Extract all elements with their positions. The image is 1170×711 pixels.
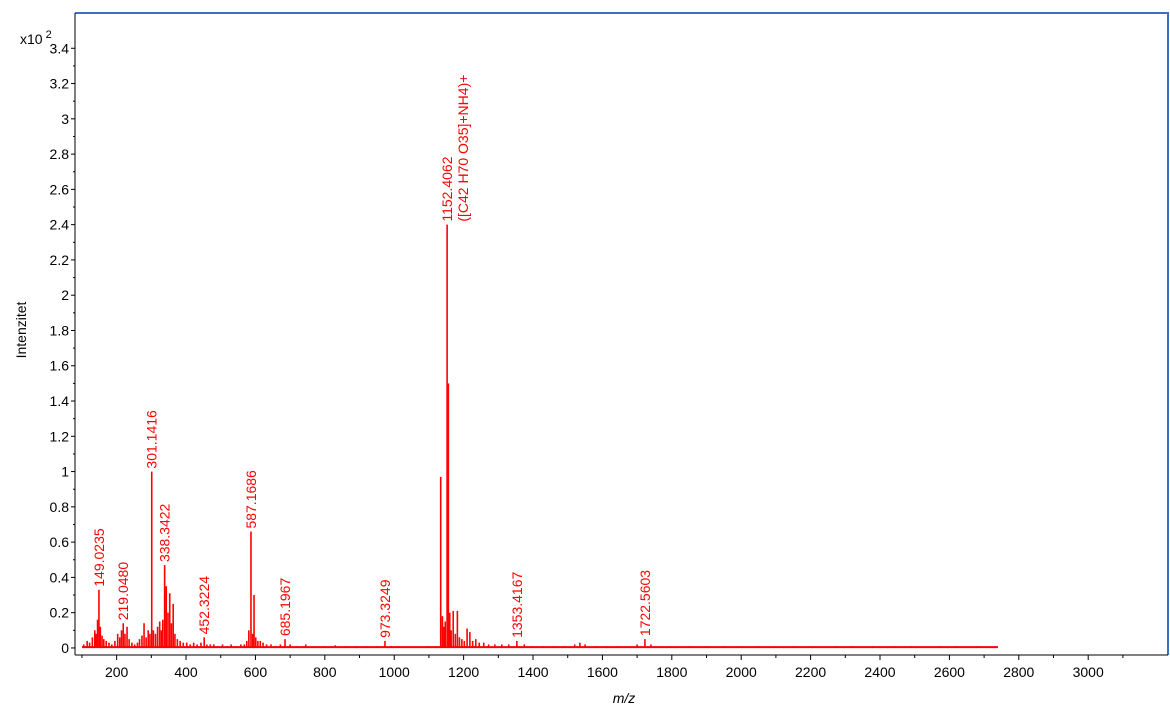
y-tick-label: 0.6 [50, 534, 70, 550]
peak-label: 1722.5603 [637, 570, 653, 636]
y-tick-label: 2.2 [50, 252, 70, 268]
y-tick-label: 2.8 [50, 146, 70, 162]
peak-label: 219.0480 [115, 562, 131, 621]
y-tick-label: 2.6 [50, 181, 70, 197]
x-tick-label: 3000 [1073, 664, 1104, 680]
peak-label: 973.3249 [377, 579, 393, 638]
y-tick-label: 1.2 [50, 428, 70, 444]
y-tick-label: 3.2 [50, 76, 70, 92]
x-tick-label: 1200 [448, 664, 479, 680]
peak-label: 685.1967 [277, 578, 293, 637]
y-tick-label: 0.4 [50, 569, 70, 585]
x-tick-label: 2000 [726, 664, 757, 680]
x-tick-label: 1600 [587, 664, 618, 680]
x-axis-title: m/z [613, 690, 636, 706]
y-tick-label: 2 [61, 287, 69, 303]
peak-labels: 149.0235 219.0480 301.1416 338.3422 452.3224… [91, 75, 653, 638]
y-multiplier-exponent: 2 [46, 29, 52, 41]
x-tick-label: 600 [244, 664, 268, 680]
y-tick-label: 0.2 [50, 605, 70, 621]
peak-formula-label: ([C42 H70 O35]+NH4)+ [455, 75, 471, 222]
x-tick-label: 400 [174, 664, 198, 680]
x-tick-label: 2600 [934, 664, 965, 680]
y-axis-title: Intenzitet [13, 301, 29, 358]
y-tick-label: 2.4 [50, 217, 70, 233]
peak-label: 452.3224 [196, 576, 212, 635]
y-tick-label: 1 [61, 464, 69, 480]
plot-border [75, 12, 1169, 655]
y-tick-label: 3.4 [50, 40, 70, 56]
x-tick-label: 2400 [864, 664, 895, 680]
peak-label: 1152.4062 [439, 156, 455, 221]
y-tick-label: 1.4 [50, 393, 70, 409]
y-tick-label: 0.8 [50, 499, 70, 515]
peak-label: 149.0235 [91, 528, 107, 587]
peak-label: 301.1416 [144, 410, 160, 469]
peak-label: 587.1686 [243, 470, 259, 529]
x-tick-label: 2200 [795, 664, 826, 680]
x-tick-label: 2800 [1003, 664, 1034, 680]
y-tick-label: 1.8 [50, 322, 70, 338]
x-tick-label: 200 [105, 664, 129, 680]
x-tick-label: 1000 [379, 664, 410, 680]
y-tick-label: 1.6 [50, 358, 70, 374]
x-tick-label: 1800 [656, 664, 687, 680]
x-tick-label: 800 [313, 664, 337, 680]
x-tick-label: 1400 [517, 664, 548, 680]
y-tick-label: 3 [61, 111, 69, 127]
peak-label: 1353.4167 [509, 571, 525, 637]
spectrum-peaks [81, 224, 998, 649]
y-multiplier: x10 2 [20, 29, 52, 47]
plot-frame [75, 12, 1169, 655]
y-tick-label: 0 [61, 640, 69, 656]
peak-label: 338.3422 [157, 503, 173, 562]
axes: 0 0.2 0.4 0.6 0.8 1 1.2 1.4 1.6 1.8 2 2.2 2.4 2.6 2.8 3… [50, 13, 1168, 680]
